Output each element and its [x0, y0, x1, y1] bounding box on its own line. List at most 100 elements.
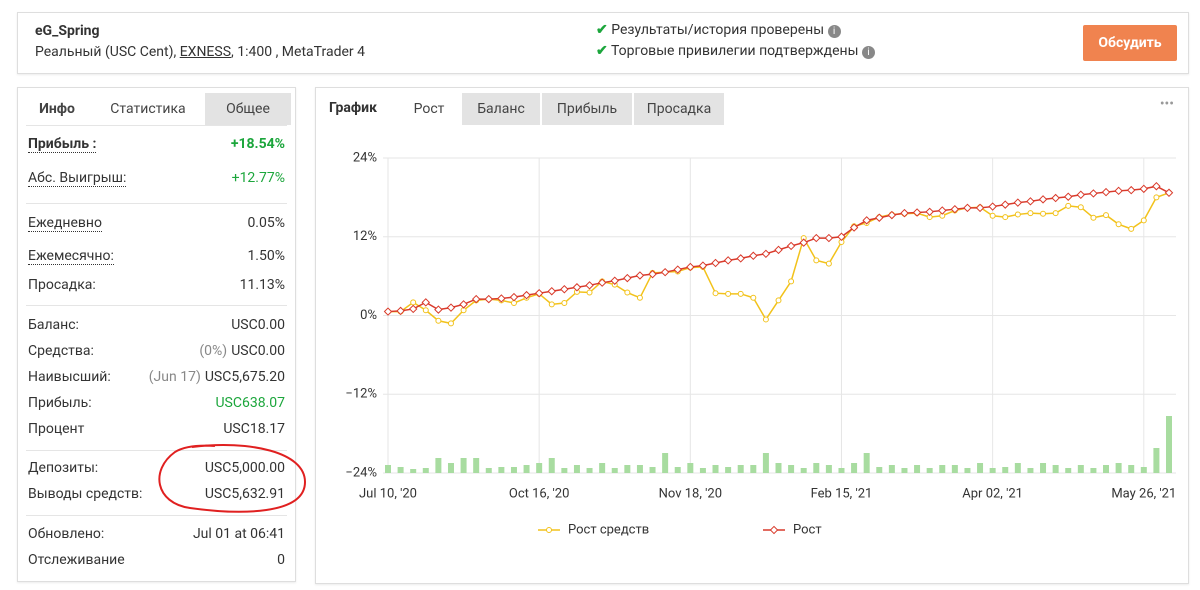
- stat-label-text: Просадка:: [28, 277, 96, 293]
- marker: [459, 300, 468, 309]
- discuss-button[interactable]: Обсудить: [1083, 25, 1177, 61]
- legend-marker: [769, 525, 779, 535]
- stat-label-text: Средства:: [28, 343, 94, 359]
- marker: [1052, 210, 1059, 217]
- stat-value-text: +18.54%: [230, 136, 285, 152]
- stat-label-text: Наивысший:: [28, 369, 111, 385]
- volume-bar: [573, 465, 580, 473]
- volume-bar: [1027, 468, 1034, 473]
- stat-label-text[interactable]: Абс. Выигрыш:: [28, 170, 127, 187]
- volume-bar: [977, 463, 984, 473]
- stats-tab[interactable]: Общее: [205, 93, 291, 125]
- volume-bar: [1002, 467, 1009, 473]
- marker: [849, 223, 859, 232]
- stat-row: Баланс: USC0.00: [28, 317, 285, 337]
- marker: [446, 303, 456, 312]
- stat-label-text[interactable]: Ежемесячно:: [28, 248, 114, 265]
- y-tick-label: −12%: [345, 387, 377, 402]
- stat-label: Прибыль :: [28, 136, 97, 153]
- y-tick-label: −24%: [345, 465, 377, 480]
- stat-value-text: 0.05%: [247, 215, 285, 231]
- marker: [572, 283, 582, 292]
- marker: [534, 288, 544, 298]
- volume-bar: [599, 463, 606, 473]
- marker: [610, 276, 619, 285]
- volume-bar: [460, 458, 467, 473]
- marker: [560, 285, 569, 294]
- volume-bar: [422, 468, 429, 473]
- broker-link[interactable]: EXNESS: [179, 44, 232, 60]
- stat-label-text[interactable]: Ежедневно: [28, 215, 102, 232]
- stat-value: USC5,632.91: [205, 486, 285, 502]
- volume-bar: [548, 458, 555, 473]
- stat-label: Отслеживание: [28, 552, 125, 568]
- stat-label: Абс. Выигрыш:: [28, 170, 127, 187]
- marker: [1153, 194, 1160, 201]
- marker: [824, 233, 834, 243]
- stats-tab[interactable]: Статистика: [93, 93, 203, 125]
- stat-label: Обновлено:: [28, 526, 104, 542]
- volume-bar: [1090, 468, 1097, 473]
- chart-tab[interactable]: Прибыль: [542, 93, 632, 125]
- stat-note: (0%): [199, 343, 228, 359]
- chart-tab[interactable]: Баланс: [462, 93, 540, 125]
- marker: [509, 292, 519, 302]
- stat-label-text: Выводы средств:: [28, 486, 143, 502]
- stat-row: Прибыль: USC638.07: [28, 395, 285, 415]
- marker: [775, 297, 782, 304]
- marker: [396, 306, 405, 316]
- stats-tab[interactable]: Инфо: [23, 93, 91, 125]
- stat-value: USC18.17: [223, 421, 285, 437]
- stat-value: USC0.00: [231, 317, 285, 333]
- volume-bar: [447, 463, 454, 473]
- x-tick-label: May 26, '21: [1111, 486, 1176, 501]
- stat-row: Ежедневно 0.05%: [28, 215, 285, 235]
- marker: [585, 281, 594, 290]
- marker: [989, 212, 996, 219]
- marker: [1051, 193, 1060, 203]
- marker: [1128, 225, 1135, 232]
- x-tick-label: Feb 15, '21: [811, 486, 873, 501]
- stat-label: Средства:: [28, 343, 94, 359]
- marker: [434, 305, 443, 314]
- marker: [1065, 202, 1072, 209]
- marker: [950, 204, 960, 214]
- stat-value-text: USC5,675.20: [204, 369, 285, 385]
- check: ✔ Торговые привилегии подтверждены i: [596, 43, 875, 59]
- volume-bar: [901, 468, 908, 473]
- stat-value: Jul 01 at 06:41: [193, 526, 285, 542]
- volume-bar: [725, 467, 732, 473]
- marker: [1076, 190, 1086, 199]
- marker: [383, 307, 393, 316]
- stat-value: (Jun 17) USC5,675.20: [149, 369, 285, 385]
- y-tick-label: 0%: [360, 308, 377, 323]
- stat-value-text: 0: [277, 552, 285, 568]
- marker: [786, 241, 796, 251]
- chart-panel: 24% 12% 0% −12% −24% Jul 10, '20 Oct 16, '20 No…: [315, 87, 1189, 584]
- marker: [1089, 189, 1098, 198]
- volume-bar: [611, 468, 618, 473]
- volume-bar: [662, 453, 669, 473]
- header: eG_Spring Реальный (USC Cent), EXNESS, 1…: [17, 12, 1189, 74]
- marker: [975, 203, 985, 213]
- x-tick-label: Oct 16, '20: [509, 486, 570, 501]
- legend-label: Рост: [793, 522, 822, 537]
- chart-menu[interactable]: •••: [1159, 96, 1174, 112]
- stat-value-text: USC5,000.00: [204, 460, 285, 476]
- chart-tab[interactable]: Просадка: [634, 93, 724, 125]
- marker: [774, 245, 783, 255]
- marker: [1013, 198, 1023, 207]
- volume-bar: [1128, 465, 1135, 473]
- subtitle-text: , 1:400 , MetaTrader 4: [231, 44, 365, 60]
- marker: [447, 320, 454, 327]
- stat-label-text[interactable]: Прибыль :: [28, 136, 97, 153]
- stat-row: Ежемесячно: 1.50%: [28, 248, 285, 268]
- marker: [673, 265, 682, 274]
- check: ✔ Результаты/история проверены i: [596, 22, 841, 38]
- marker: [624, 289, 631, 296]
- volume-bar: [523, 465, 530, 473]
- marker: [635, 271, 645, 280]
- chart-tab[interactable]: Рост: [398, 93, 460, 125]
- legend-label: Рост средств: [568, 522, 649, 537]
